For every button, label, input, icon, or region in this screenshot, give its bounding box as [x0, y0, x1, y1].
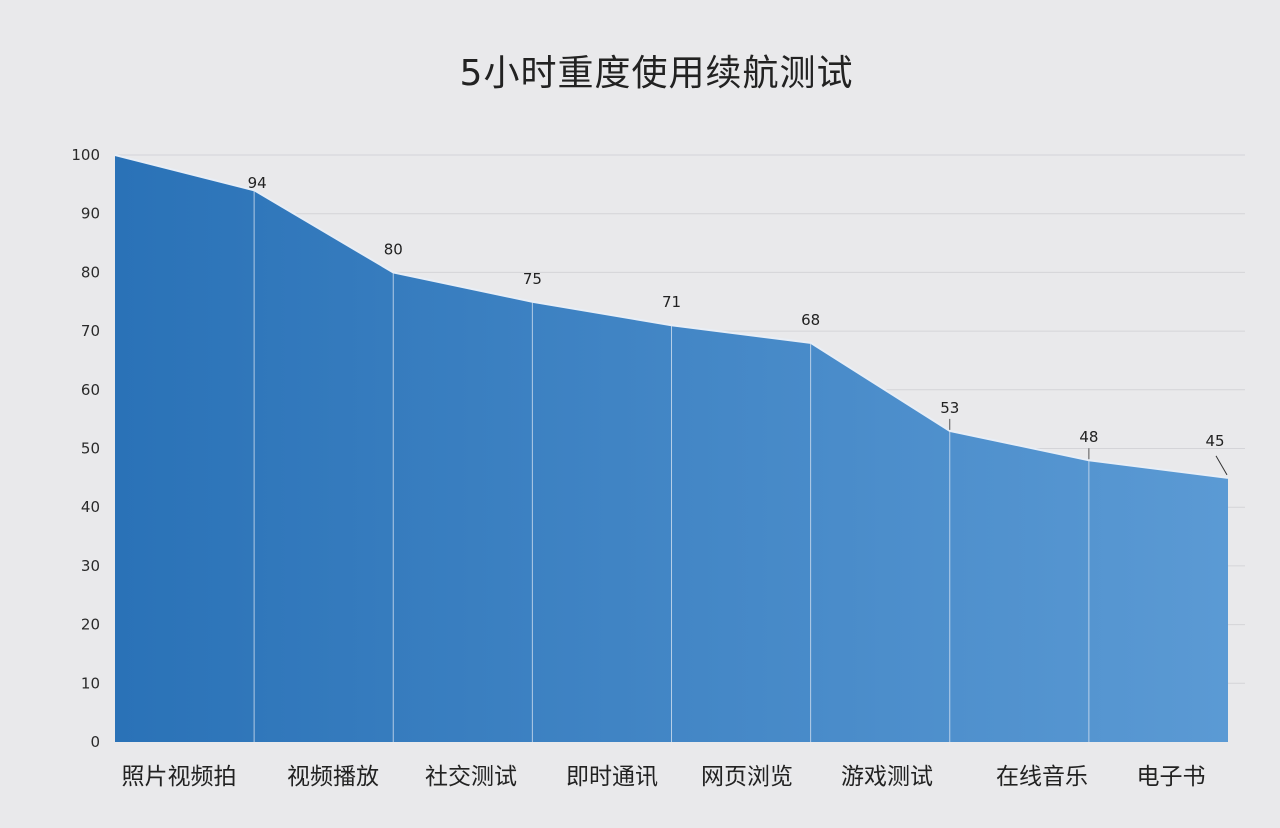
data-label-leader	[1215, 455, 1228, 476]
y-tick-label: 0	[90, 733, 100, 751]
data-label: 94	[248, 174, 267, 192]
data-label: 80	[384, 240, 403, 258]
y-tick-label: 10	[81, 674, 100, 692]
data-label: 45	[1205, 432, 1224, 450]
y-tick-label: 40	[81, 498, 100, 516]
data-label: 71	[662, 293, 681, 311]
y-tick-label: 100	[71, 146, 100, 164]
data-label: 75	[523, 270, 542, 288]
data-label: 53	[940, 399, 959, 417]
chart-title: 5小时重度使用续航测试	[459, 53, 854, 94]
x-category-label: 网页浏览	[701, 764, 793, 790]
y-tick-label: 30	[81, 557, 100, 575]
y-tick-label: 80	[81, 263, 100, 281]
x-category-label: 社交测试	[425, 764, 517, 790]
x-category-label: 即时通讯	[566, 764, 658, 790]
y-tick-label: 70	[81, 322, 100, 340]
y-tick-label: 20	[81, 616, 100, 634]
x-category-label: 电子书	[1137, 764, 1206, 790]
y-tick-label: 50	[81, 440, 100, 458]
y-tick-label: 90	[81, 205, 100, 223]
x-category-label: 游戏测试	[841, 764, 933, 790]
y-tick-label: 60	[81, 381, 100, 399]
x-category-label: 视频播放	[287, 764, 379, 790]
x-category-label: 照片视频拍	[122, 764, 237, 790]
data-label: 48	[1079, 428, 1098, 446]
data-label: 68	[801, 311, 820, 329]
x-category-label: 在线音乐	[996, 764, 1088, 790]
